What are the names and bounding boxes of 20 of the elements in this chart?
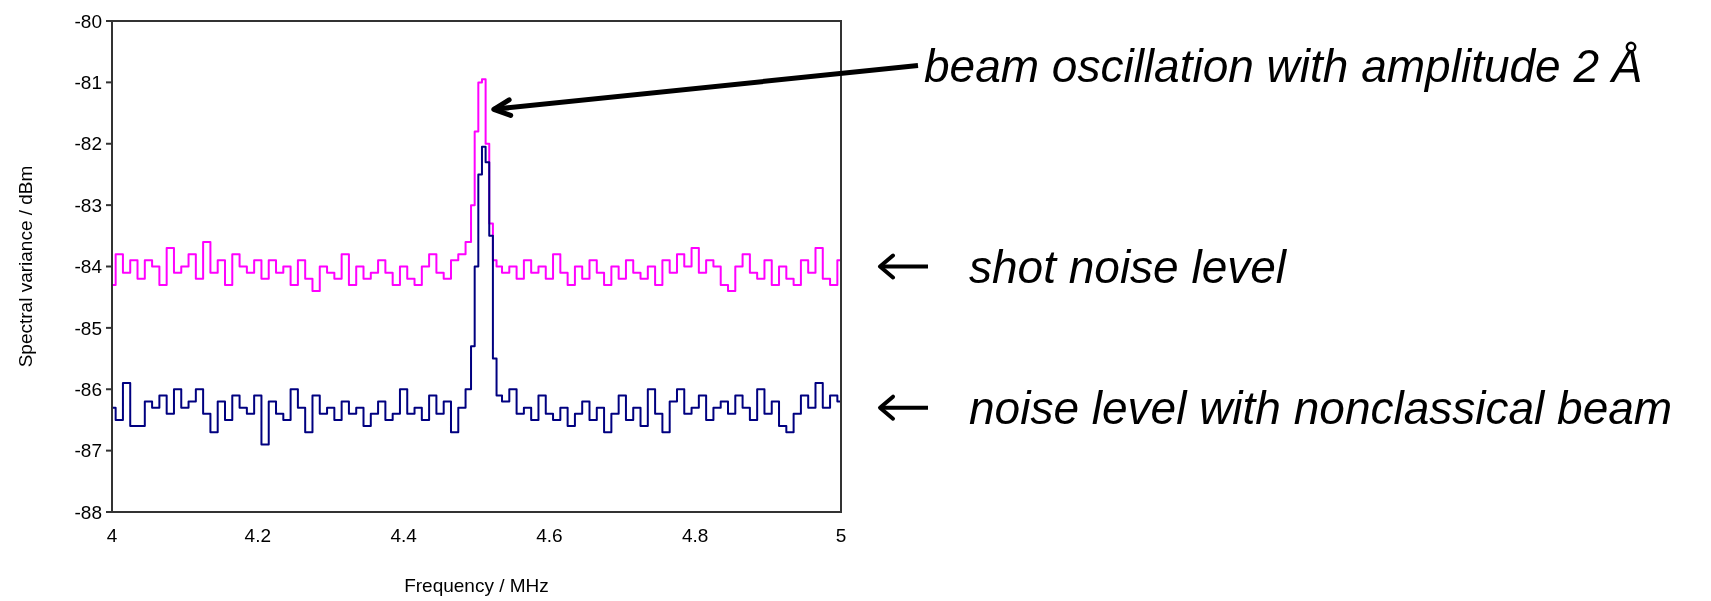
- y-tick-label: -87: [74, 440, 102, 462]
- x-tick-label: 4.6: [536, 525, 563, 546]
- x-tick-label: 4: [106, 525, 118, 546]
- y-tick-label: -81: [74, 72, 102, 94]
- y-tick-label: -86: [74, 378, 102, 400]
- y-tick-label: -88: [74, 501, 102, 523]
- x-tick-label: 4.2: [244, 525, 272, 546]
- x-tick-label: 5: [835, 525, 847, 546]
- x-tick-label: 4.8: [681, 525, 709, 546]
- y-axis-title: Spectral variance / dBm: [15, 165, 36, 368]
- y-tick-label: -85: [74, 317, 102, 339]
- y-tick-label: -84: [74, 256, 103, 278]
- y-tick-label: -83: [74, 194, 102, 216]
- y-tick-label: -80: [74, 10, 102, 32]
- x-tick-label: 4.4: [390, 525, 418, 546]
- text: shot noise level: [969, 240, 1288, 293]
- y-tick-label: -82: [74, 133, 102, 155]
- x-axis-title: Frequency / MHz: [404, 575, 549, 596]
- text: noise level with nonclassical beam: [969, 381, 1673, 434]
- text: beam oscillation with amplitude 2 Å: [924, 40, 1643, 92]
